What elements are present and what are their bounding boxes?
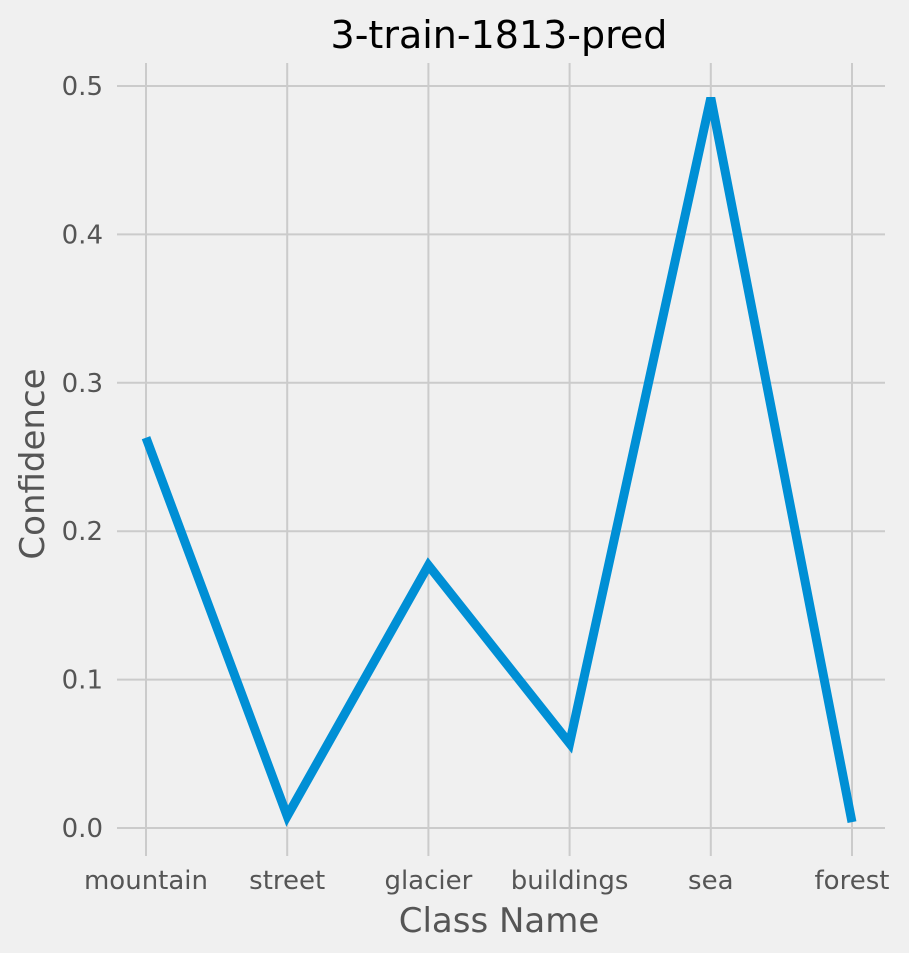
x-tick-label-glacier: glacier bbox=[384, 866, 472, 896]
y-tick-label: 0.1 bbox=[62, 666, 103, 696]
chart-title: 3-train-1813-pred bbox=[331, 13, 668, 57]
x-tick-label-sea: sea bbox=[688, 866, 733, 896]
confidence-line bbox=[141, 96, 857, 827]
x-tick-label-buildings: buildings bbox=[511, 866, 629, 896]
y-axis-ticks: 0.0 0.1 0.2 0.3 0.4 0.5 bbox=[62, 72, 103, 844]
data-series bbox=[141, 96, 857, 827]
y-tick-label: 0.2 bbox=[62, 517, 103, 547]
y-tick-label: 0.4 bbox=[62, 220, 103, 250]
x-tick-label-forest: forest bbox=[815, 866, 890, 896]
x-tick-label-street: street bbox=[249, 866, 325, 896]
x-tick-label-mountain: mountain bbox=[84, 866, 208, 896]
y-axis-label: Confidence bbox=[13, 368, 53, 559]
x-axis-label: Class Name bbox=[399, 901, 600, 941]
y-tick-label: 0.5 bbox=[62, 72, 103, 102]
y-tick-label: 0.3 bbox=[62, 369, 103, 399]
y-tick-label: 0.0 bbox=[62, 814, 103, 844]
x-axis-ticks: mountain street glacier buildings sea forest bbox=[84, 866, 889, 896]
